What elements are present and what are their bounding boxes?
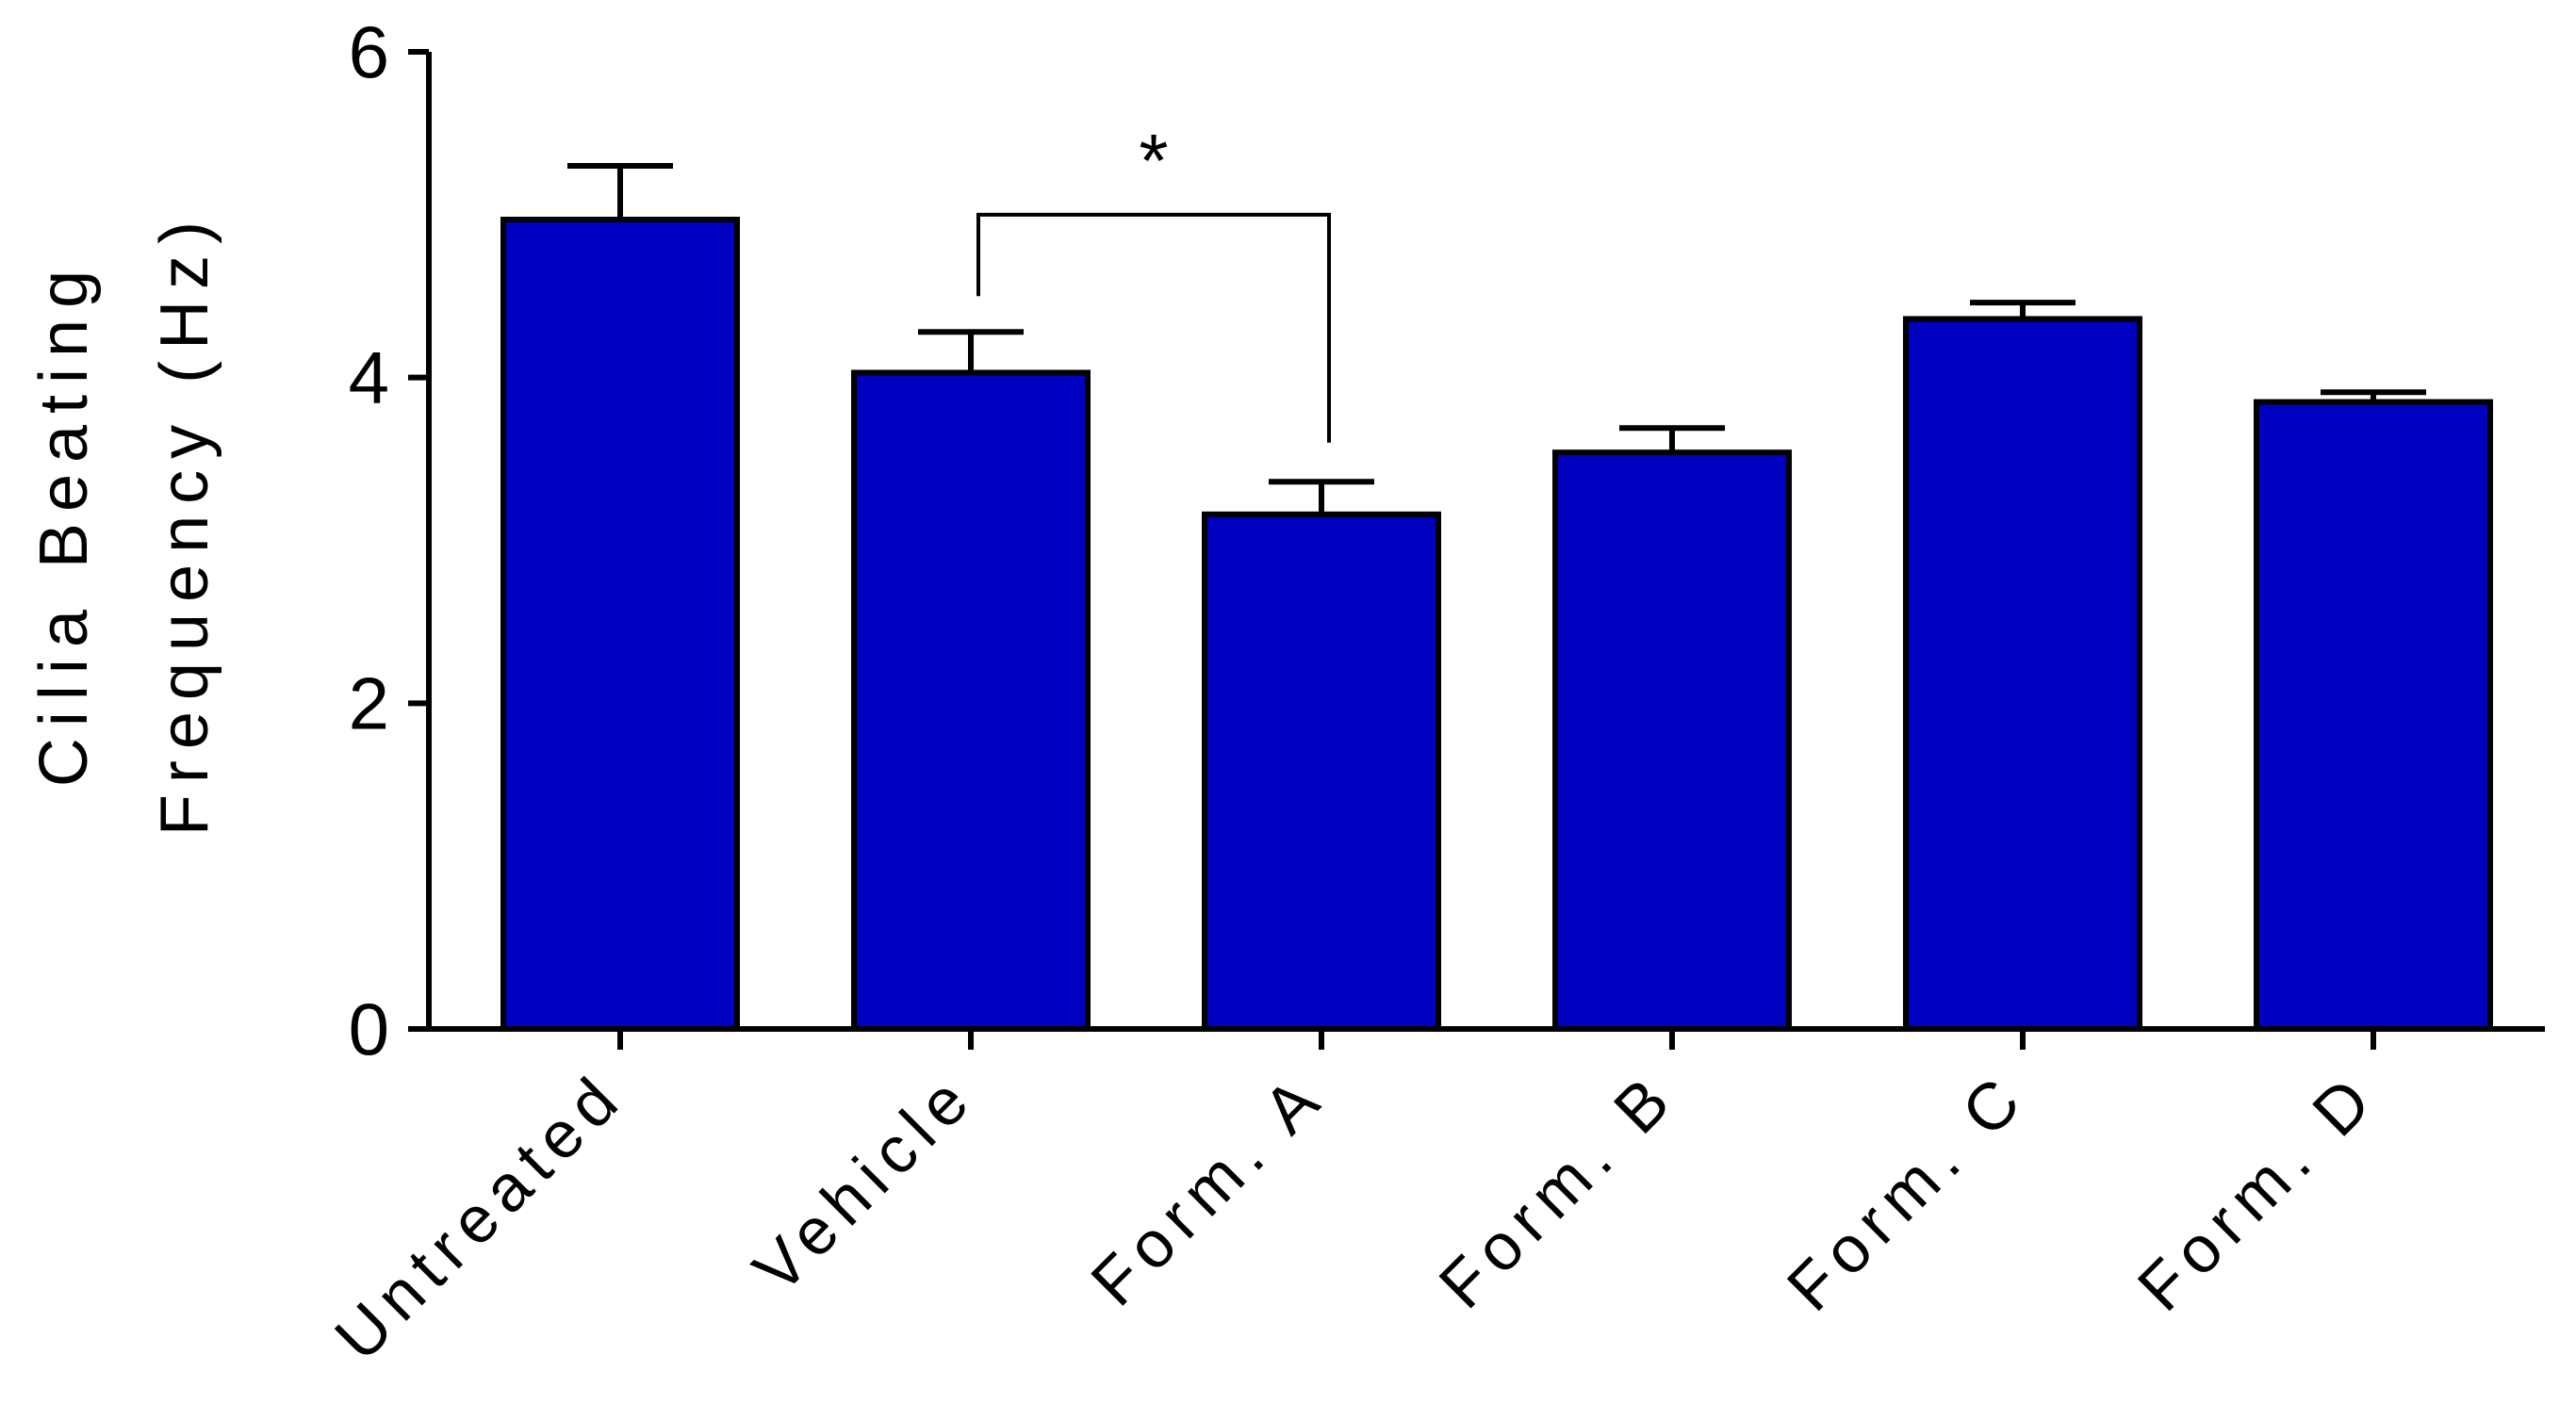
bar-untreated [500, 217, 740, 1033]
bar-form-b [1552, 449, 1792, 1033]
bar-form-d [2254, 399, 2493, 1032]
bar-vehicle [851, 369, 1091, 1032]
y-tick-label: 0 [349, 987, 389, 1070]
y-tick-label: 2 [349, 661, 389, 744]
bars-layer [500, 217, 2493, 1033]
significance-marker: * [1139, 119, 1168, 203]
bar-form-c [1903, 316, 2142, 1032]
y-tick-label: 4 [349, 336, 389, 419]
significance-bracket [976, 212, 1331, 443]
y-ticks-layer: 0 2 4 6 [349, 10, 429, 1070]
x-tick-label: Form. D [2124, 1057, 2390, 1324]
y-axis-title: Cilia Beating Frequency (Hz) [26, 210, 222, 836]
y-axis-title-line-2: Frequency (Hz) [147, 210, 222, 836]
x-tick-label: Form. C [1773, 1057, 2040, 1324]
x-tick-label: Vehicle [739, 1057, 988, 1306]
y-axis-title-line-1: Cilia Beating [26, 259, 102, 787]
x-ticks-layer: Untreated Vehicle Form. A Form. B Form. C For… [320, 1029, 2391, 1375]
x-tick-label: Untreated [320, 1057, 637, 1374]
y-tick-label: 6 [349, 10, 389, 93]
x-tick-label: Form. A [1077, 1057, 1339, 1319]
bar-form-a [1202, 511, 1441, 1032]
axes-layer [426, 52, 2545, 1032]
significance-layer: * [976, 119, 1331, 443]
error-bars-layer [567, 162, 2426, 514]
x-tick-label: Form. B [1425, 1057, 1690, 1322]
